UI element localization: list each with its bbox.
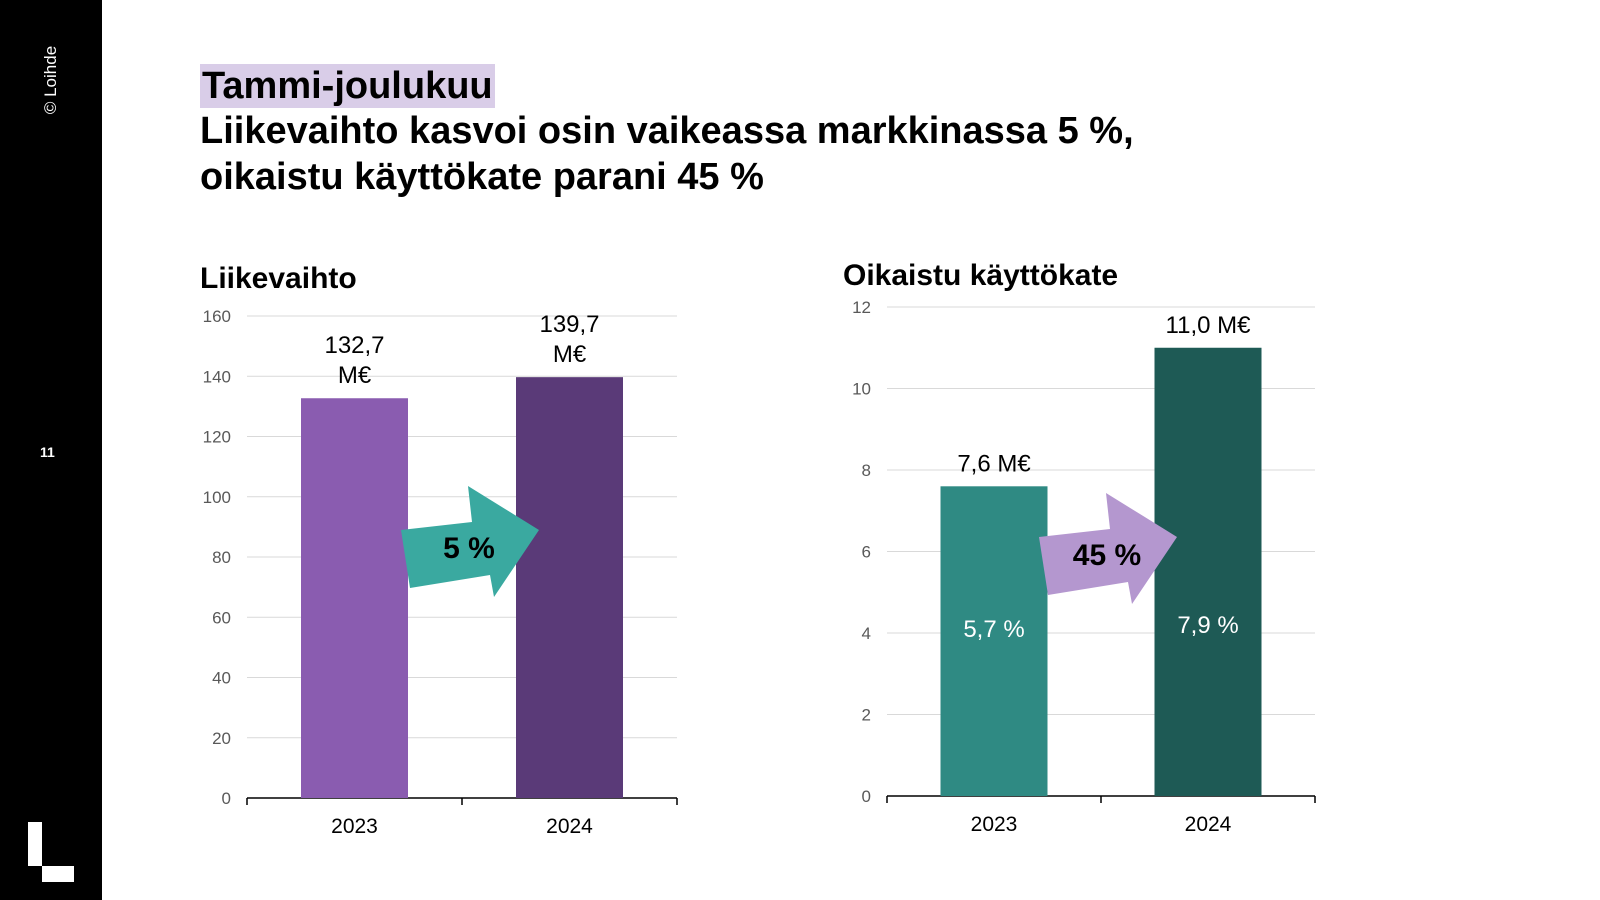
revenue-y-tick-label: 120 (203, 428, 231, 447)
ebitda-inner-label: 5,7 % (963, 616, 1024, 643)
revenue-x-tick-label: 2023 (331, 815, 378, 838)
revenue-x-tick-label: 2024 (546, 815, 593, 838)
revenue-chart-title: Liikevaihto (200, 262, 357, 295)
revenue-data-label: M€ (553, 341, 587, 368)
revenue-y-tick-label: 40 (212, 669, 231, 688)
ebitda-data-label: 11,0 M€ (1166, 312, 1252, 339)
revenue-y-tick-label: 160 (203, 307, 231, 326)
revenue-data-label: M€ (338, 362, 372, 389)
ebitda-bar-2023 (940, 486, 1048, 796)
ebitda-y-tick-label: 10 (852, 380, 871, 399)
revenue-bar-2023 (301, 398, 408, 798)
ebitda-growth-label: 45 % (1073, 539, 1141, 572)
period-tag: Tammi-joulukuu (200, 64, 495, 108)
ebitda-y-tick-label: 4 (862, 624, 871, 643)
ebitda-bar-2024 (1154, 347, 1262, 796)
revenue-data-label: 132,7 (324, 332, 384, 359)
loihde-logo-icon (28, 822, 74, 882)
ebitda-y-tick-label: 6 (862, 543, 871, 562)
ebitda-growth-arrow-icon (1039, 493, 1177, 604)
ebitda-x-tick-label: 2024 (1185, 813, 1232, 836)
revenue-growth-label: 5 % (443, 532, 495, 565)
revenue-bar-2024 (516, 377, 623, 798)
page-headline: Liikevaihto kasvoi osin vaikeassa markki… (200, 108, 1400, 200)
revenue-y-tick-label: 140 (203, 367, 231, 386)
revenue-y-tick-label: 80 (212, 548, 231, 567)
revenue-data-label: 139,7 (539, 311, 599, 338)
headline-line-1: Liikevaihto kasvoi osin vaikeassa markki… (200, 110, 1134, 152)
ebitda-chart-title: Oikaistu käyttökate (843, 259, 1119, 292)
revenue-y-tick-label: 20 (212, 729, 231, 748)
ebitda-data-label: 7,6 M€ (957, 450, 1031, 477)
revenue-y-tick-label: 0 (222, 789, 231, 808)
sidebar: © Loihde 11 (0, 0, 102, 900)
ebitda-y-tick-label: 8 (862, 461, 871, 480)
page-number: 11 (40, 444, 55, 460)
ebitda-x-tick-label: 2023 (971, 813, 1018, 836)
ebitda-y-tick-label: 2 (862, 706, 871, 725)
headline-line-2: oikaistu käyttökate parani 45 % (200, 156, 764, 198)
revenue-y-tick-label: 60 (212, 608, 231, 627)
ebitda-y-tick-label: 12 (852, 298, 871, 317)
ebitda-inner-label: 7,9 % (1177, 612, 1238, 639)
ebitda-y-tick-label: 0 (862, 787, 871, 806)
revenue-growth-arrow-icon (401, 486, 539, 597)
revenue-y-tick-label: 100 (203, 488, 231, 507)
